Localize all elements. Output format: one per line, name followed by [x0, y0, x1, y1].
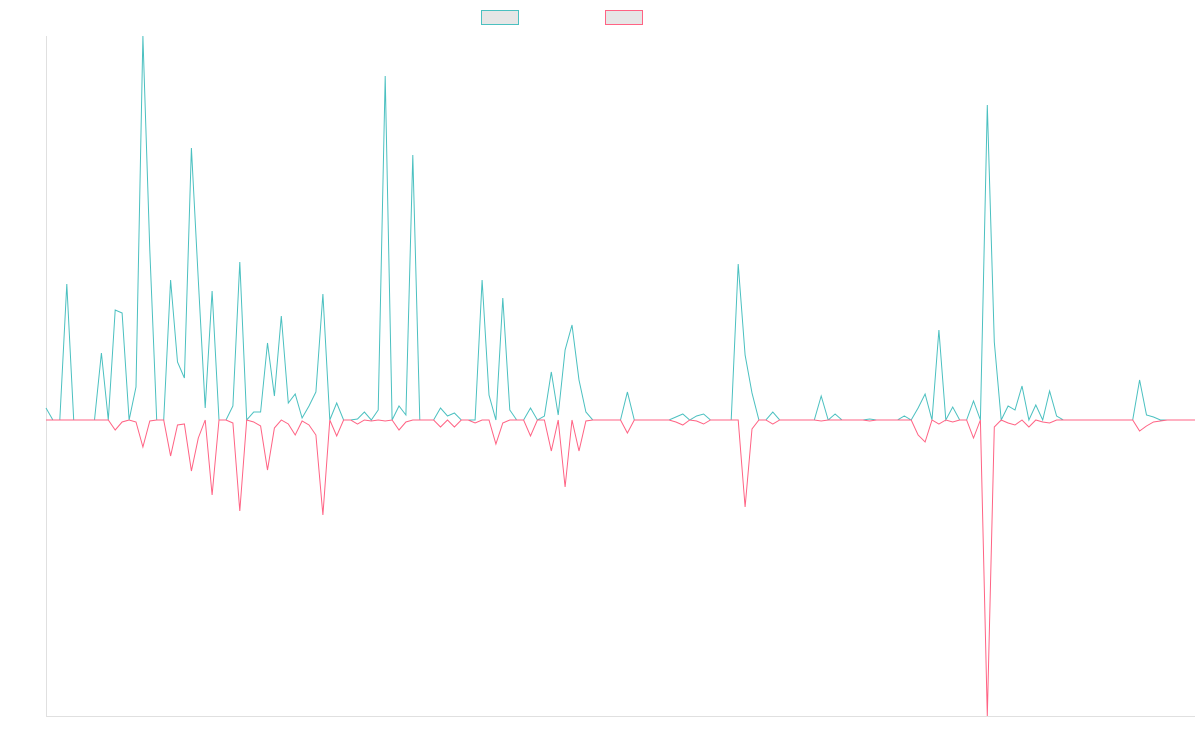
legend-swatch-series-1[interactable]: [481, 10, 519, 25]
series-1-line: [45, 35, 1195, 422]
series-2-line: [46, 419, 1195, 717]
legend-swatch-series-2[interactable]: [605, 10, 643, 25]
